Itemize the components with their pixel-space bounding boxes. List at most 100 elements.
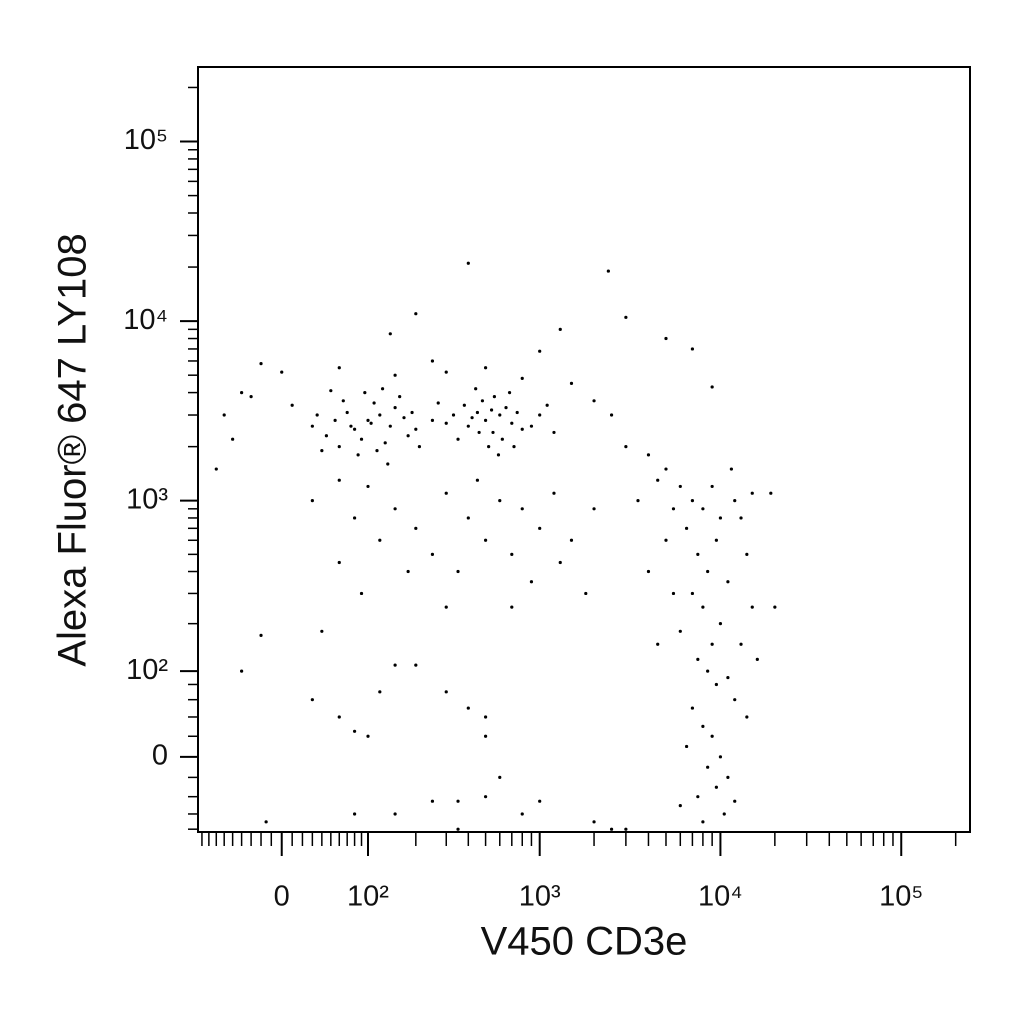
event-dot — [366, 418, 370, 423]
event-dot — [690, 591, 695, 596]
event-dot — [451, 413, 456, 417]
event-dot — [671, 507, 676, 511]
event-dot — [280, 370, 284, 374]
x-axis-label: V450 CD3e — [481, 920, 688, 964]
event-dot — [352, 427, 357, 431]
event-dot — [487, 445, 491, 449]
x-tick-label: 10³ — [519, 881, 561, 913]
event-dot — [430, 418, 435, 423]
event-dot — [414, 427, 418, 431]
event-dot — [456, 437, 460, 441]
event-dot — [510, 421, 514, 425]
event-dot — [510, 552, 514, 556]
event-dot — [773, 605, 777, 609]
event-dot — [352, 729, 357, 733]
event-dot — [366, 734, 370, 738]
event-dot — [624, 445, 628, 449]
event-dot — [492, 394, 497, 399]
event-dot — [436, 401, 440, 405]
event-dot — [329, 389, 333, 393]
event-dot — [569, 538, 574, 542]
event-dot — [417, 445, 422, 449]
event-dot — [569, 381, 574, 386]
event-dot — [393, 405, 397, 410]
event-dot — [664, 336, 668, 341]
event-dot — [646, 569, 651, 574]
event-dot — [393, 812, 397, 816]
event-dot — [444, 690, 448, 694]
event-dot — [520, 376, 524, 380]
event-dot — [498, 775, 502, 779]
event-dot — [678, 484, 682, 489]
event-dot — [755, 657, 759, 662]
event-dot — [214, 467, 218, 471]
event-dot — [552, 430, 556, 435]
event-dot — [310, 424, 314, 428]
event-dot — [510, 605, 514, 609]
event-dot — [538, 799, 542, 803]
event-dot — [349, 424, 353, 428]
event-dot — [310, 499, 314, 503]
event-dot — [430, 799, 435, 803]
event-dot — [337, 366, 341, 370]
y-tick-label: 10⁵ — [124, 124, 168, 156]
event-dot — [320, 629, 324, 633]
y-tick-label: 10³ — [126, 483, 168, 515]
event-dot — [656, 478, 660, 482]
event-dot — [363, 390, 367, 395]
event-dot — [714, 682, 718, 687]
event-dot — [718, 622, 723, 626]
event-dot — [310, 698, 314, 702]
event-dot — [341, 399, 345, 403]
x-tick-label: 10² — [347, 881, 389, 913]
x-tick-label: 0 — [274, 881, 290, 913]
event-dot — [714, 538, 718, 542]
event-dot — [483, 418, 488, 423]
event-dot — [393, 373, 397, 377]
event-dot — [726, 675, 730, 680]
event-dot — [701, 724, 705, 729]
event-dot — [545, 403, 549, 407]
event-dot — [538, 413, 542, 417]
event-dot — [729, 467, 733, 471]
event-dot — [726, 580, 730, 584]
event-dot — [398, 394, 402, 399]
y-tick-label: 10² — [126, 654, 168, 686]
event-dot — [706, 765, 710, 769]
event-dot — [475, 478, 480, 482]
event-dot — [739, 516, 743, 520]
event-dot — [388, 332, 392, 336]
event-dot — [383, 441, 387, 445]
event-dot — [320, 449, 324, 453]
event-dot — [690, 347, 695, 351]
event-dot — [491, 430, 495, 435]
event-dot — [444, 421, 448, 425]
event-dot — [500, 437, 504, 441]
event-dot — [259, 633, 263, 637]
event-dot — [259, 362, 263, 366]
event-dot — [352, 516, 357, 520]
event-dot — [315, 413, 319, 417]
event-dot — [656, 642, 660, 646]
event-dot — [378, 690, 382, 694]
event-dot — [352, 812, 357, 816]
event-dot — [664, 538, 668, 542]
event-dot — [402, 416, 406, 420]
event-dot — [380, 387, 385, 391]
event-dot — [345, 410, 349, 415]
event-dot — [592, 507, 596, 511]
event-dot — [356, 453, 360, 457]
event-dot — [733, 499, 737, 503]
event-dot — [520, 507, 524, 511]
event-dot — [706, 569, 710, 574]
event-dot — [444, 605, 448, 609]
event-dot — [410, 410, 414, 415]
event-dot — [718, 516, 723, 520]
y-axis-label: Alexa Fluor® 647 LY108 — [51, 233, 95, 666]
event-dot — [474, 387, 478, 391]
event-dot — [369, 421, 373, 425]
event-dot — [430, 552, 435, 556]
event-dot — [470, 416, 474, 420]
event-dot — [769, 491, 773, 495]
